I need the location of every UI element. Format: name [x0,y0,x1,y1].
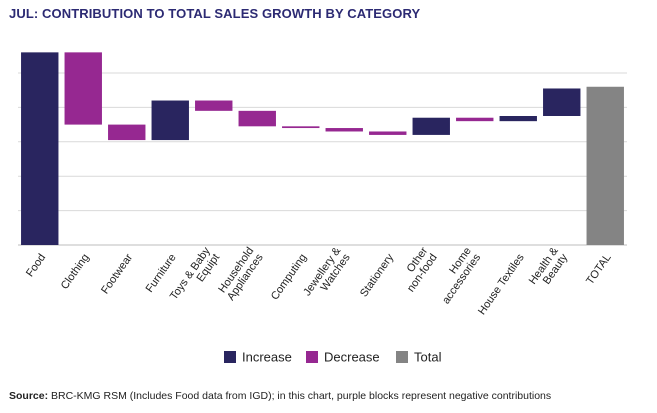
x-tick-label: Jewellery &Watches [301,245,353,305]
legend-label-total: Total [414,350,442,365]
bar-7 [282,126,320,129]
x-tick-label: Health &Beauty [527,245,571,294]
bar-10 [412,117,450,135]
bar-2 [64,52,102,125]
source-note: Source: BRC-KMG RSM (Includes Food data … [9,390,551,402]
x-tick-label: Footwear [99,252,135,297]
x-tick-label: Homeaccessories [431,245,484,306]
x-tick-label: Clothing [59,252,92,292]
legend-swatch-decrease [306,351,318,363]
bar-9 [369,131,407,135]
x-tick-label: Computing [269,252,309,302]
legend-label-decrease: Decrease [324,350,380,365]
source-text: BRC-KMG RSM (Includes Food data from IGD… [51,390,552,402]
x-tick-label: TOTAL [584,252,614,287]
bar-13 [543,88,581,116]
bar-3 [108,124,146,141]
bar-1 [21,52,59,245]
bar-14 [586,86,624,245]
x-tick-label: House Textiles [476,251,527,317]
x-tick-label: Toys & BabyEquipt [168,245,223,309]
x-tick-label: Othernon-food [396,245,440,294]
bar-4 [151,100,189,141]
x-tick-label: Stationery [358,251,397,299]
legend-swatch-increase [224,351,236,363]
source-label: Source: [9,390,49,402]
bar-8 [325,128,363,132]
bar-5 [195,100,233,111]
bar-12 [499,116,537,122]
x-tick-label: HouseholdAppliances [216,245,266,303]
legend-swatch-total [396,351,408,363]
bar-6 [238,110,276,127]
bar-11 [456,117,494,122]
chart-title: JUL: CONTRIBUTION TO TOTAL SALES GROWTH … [9,6,421,21]
legend-label-increase: Increase [242,350,292,365]
x-tick-label: Food [24,252,48,279]
